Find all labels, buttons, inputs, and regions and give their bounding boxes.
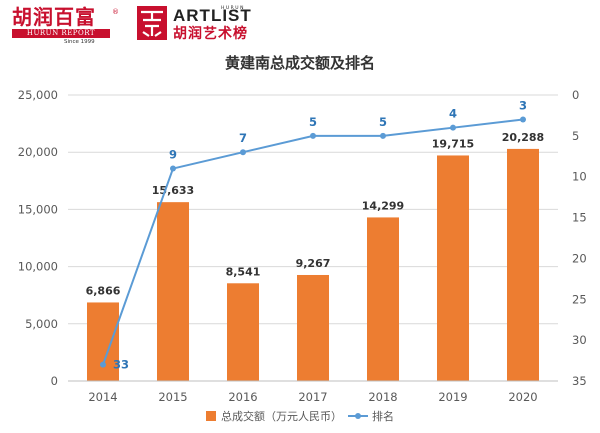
right-axis-tick-label: 20 [572,251,587,265]
bar [367,217,399,381]
right-axis-tick-label: 25 [572,292,587,306]
right-y-axis: 0 5 10 15 20 25 30 35 [572,88,587,388]
legend: 总成交额（万元人民币） 排名 [206,409,394,423]
x-axis-tick-label: 2015 [158,390,187,404]
artlist-seal-icon [137,6,167,40]
hurun-logo-en: HURUN REPORT [12,29,110,38]
x-axis-tick-label: 2020 [508,390,537,404]
left-axis-tick-label: 10,000 [18,260,58,274]
x-axis-tick-label: 2016 [228,390,257,404]
legend-bar-label: 总成交额（万元人民币） [221,409,342,423]
bar-data-label: 8,541 [226,265,261,278]
rank-point [310,132,316,139]
bar [297,274,329,381]
header: 胡润百富 ® HURUN REPORT Since 1999 ARTLIST H… [0,0,600,52]
rank-data-label: 4 [449,107,457,121]
chart-title: 黄建南总成交额及排名 [225,54,375,72]
legend-bar-swatch [206,411,216,421]
artlist-logo-vertical: HURUN [221,6,245,11]
bar [157,202,189,381]
left-axis-tick-label: 15,000 [18,202,58,216]
line-series: 33 9 7 5 5 4 3 [100,99,527,372]
right-axis-tick-label: 30 [572,333,587,347]
x-axis: 2014 2015 2016 2017 2018 2019 2020 [68,380,558,404]
artlist-logo-en: ARTLIST [173,6,252,25]
bar [227,283,259,381]
legend-line-label: 排名 [372,409,394,423]
rank-data-label: 33 [113,358,129,372]
bar [87,302,119,381]
left-axis-tick-label: 5,000 [25,317,58,331]
rank-data-label: 9 [169,148,177,162]
rank-point [240,149,246,156]
hurun-logo-cn: 胡润百富 [12,5,96,29]
rank-point [100,361,106,368]
rank-point [380,132,386,139]
artlist-logo-cn: 胡润艺术榜 [173,26,248,42]
rank-point [450,124,456,131]
legend-line-marker [355,413,361,419]
right-axis-tick-label: 15 [572,211,587,225]
sales-ranking-chart: 黄建南总成交额及排名 6,866 15,633 8,541 9,267 14,299 19… [18,54,587,423]
rank-data-label: 5 [309,115,317,129]
bar-data-label: 14,299 [362,199,404,212]
rank-data-label: 5 [379,115,387,129]
rank-point [170,165,176,172]
bar-series: 6,866 15,633 8,541 9,267 14,299 19,715 20,288 [86,131,544,381]
artlist-logo: ARTLIST HURUN 胡润艺术榜 [137,6,267,46]
rank-point [520,116,526,123]
bar-data-label: 9,267 [296,257,331,270]
right-axis-tick-label: 10 [572,170,587,184]
hurun-report-logo: 胡润百富 ® HURUN REPORT Since 1999 [12,6,120,46]
rank-data-label: 3 [519,99,527,113]
right-axis-tick-label: 5 [572,129,579,143]
left-axis-tick-label: 0 [51,374,58,388]
bar [507,148,539,381]
bar-data-label: 6,866 [86,284,121,297]
x-axis-tick-label: 2014 [88,390,117,404]
rank-data-label: 7 [239,131,247,145]
x-axis-tick-label: 2019 [438,390,467,404]
bar [437,155,469,381]
right-axis-tick-label: 0 [572,88,579,102]
x-axis-tick-label: 2018 [368,390,397,404]
bar-data-label: 15,633 [152,184,194,197]
left-y-axis: 0 5,000 10,000 15,000 20,000 25,000 [18,88,58,388]
registered-mark: ® [112,8,119,16]
right-axis-tick-label: 35 [572,374,587,388]
bar-data-label: 20,288 [502,131,544,144]
x-axis-tick-label: 2017 [298,390,327,404]
hurun-since: Since 1999 [64,39,95,45]
left-axis-tick-label: 25,000 [18,88,58,102]
left-axis-tick-label: 20,000 [18,145,58,159]
bar-data-label: 19,715 [432,137,474,150]
